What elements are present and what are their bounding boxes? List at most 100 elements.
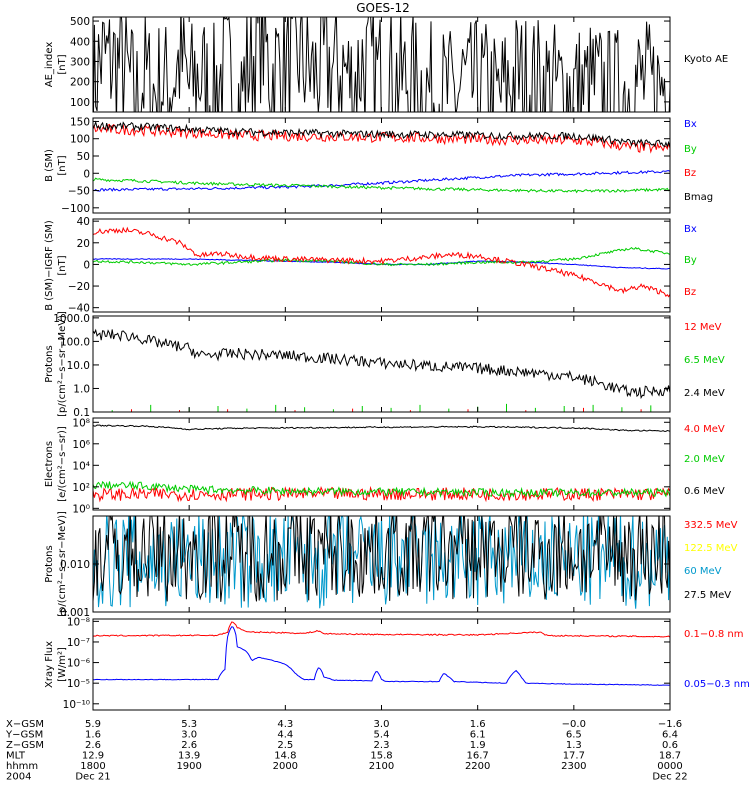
- x-row-value: 6.5: [566, 730, 582, 741]
- series-line-5-3: [93, 424, 670, 432]
- x-row-value: 6.1: [470, 730, 486, 741]
- x-row-label: Z−GSM: [6, 740, 44, 751]
- x-row-value: 0.6: [662, 740, 678, 751]
- legend-entry: By: [684, 144, 697, 155]
- panel-7: 10⁻⁸ 10⁻⁷ 10⁻⁶ 10⁻⁵ 10⁻¹⁰ Xray Flux [W/m²] 0.1−…: [44, 616, 750, 710]
- x-axis-table: X−GSM 5.9 5.3 4.3 3.0 1.6 −0.0 −1.6 Y−GSM 1.6 3.0 4…: [5, 719, 688, 783]
- legend-entry: 4.0 MeV: [684, 424, 725, 435]
- legend-entry: By: [684, 255, 697, 266]
- y-tick-label: −40: [68, 303, 90, 315]
- y-tick-label: 0: [83, 259, 90, 271]
- y-tick-label: 50: [77, 151, 90, 163]
- y-axis-label: [nT]: [57, 54, 68, 74]
- y-axis-label: [p/(cm²−s−sr−MeV)]: [57, 511, 68, 617]
- x-row-value: 2.6: [85, 740, 101, 751]
- y-tick-label: 10⁻¹⁰: [63, 699, 90, 711]
- panel-frame: [92, 618, 671, 711]
- y-tick-label: 1.0: [73, 383, 90, 395]
- series-line-2-2: [93, 177, 670, 194]
- y-tick-label: −20: [68, 281, 90, 293]
- y-tick-label: 100.0: [60, 336, 90, 348]
- x-row-value: 5.4: [374, 730, 390, 741]
- legend-entry: 0.05−0.3 nm: [684, 679, 750, 690]
- x-row-value: 1.6: [470, 719, 486, 730]
- x-row-value: 1.6: [85, 730, 101, 741]
- series-line-6-4: [93, 516, 670, 603]
- legend-entry: 6.5 MeV: [684, 355, 725, 366]
- figure-title: GOES-12: [356, 1, 410, 15]
- y-tick-label: 0.1: [73, 407, 90, 419]
- x-row-value: 4.3: [277, 719, 293, 730]
- x-row-value: 5.9: [85, 719, 101, 730]
- x-row-label: hhmm: [6, 761, 38, 772]
- legend-entry: 60 MeV: [684, 566, 722, 577]
- legend-entry: 332.5 MeV: [684, 520, 738, 531]
- series-line-4-1: [131, 407, 642, 412]
- legend-entry: Bmag: [684, 192, 713, 203]
- y-tick-label: 100: [70, 97, 90, 109]
- y-axis-label: Xray Flux: [44, 641, 55, 688]
- y-tick-label: 40: [77, 216, 90, 228]
- x-row-value: −0.0: [562, 719, 586, 730]
- x-row-value: 1800: [80, 761, 105, 772]
- x-row-value: 1.9: [470, 740, 486, 751]
- series-line-4-3: [93, 328, 670, 400]
- x-row-value: 0000: [657, 761, 682, 772]
- y-axis-label: [W/m²]: [57, 647, 68, 682]
- y-tick-label: −50: [68, 186, 90, 198]
- x-row-value: 2.6: [181, 740, 197, 751]
- y-tick-label: 10⁴: [72, 460, 90, 472]
- series-line-2-4: [93, 120, 670, 149]
- y-tick-label: 150: [70, 116, 90, 128]
- x-row-value: 12.9: [82, 751, 104, 762]
- x-row-value: 13.9: [178, 751, 200, 762]
- y-tick-label: 300: [70, 56, 90, 68]
- y-tick-label: 200: [70, 77, 90, 89]
- y-axis-label: Protons: [44, 345, 55, 382]
- legend-entry: Bx: [684, 119, 697, 130]
- x-row-value: 1.3: [566, 740, 582, 751]
- y-axis-label: Protons: [44, 545, 55, 582]
- y-tick-label: 100: [70, 134, 90, 146]
- y-tick-label: 0: [83, 168, 90, 180]
- series-line-5-2: [93, 480, 670, 498]
- x-row-value: Dec 21: [75, 772, 110, 783]
- x-row-value: 17.7: [563, 751, 585, 762]
- series-line-6-3: [93, 516, 670, 609]
- panel-3: 40 20 0 −20 −40 B (SM)−IGRF (SM) [nT] Bx By Bz: [44, 216, 697, 315]
- y-tick-label: 10⁻⁸: [67, 616, 90, 628]
- y-tick-label: 0.001: [60, 607, 90, 619]
- panel-1: 500 400 300 200 100 AE_index [nT] Kyoto AE: [44, 16, 728, 113]
- y-tick-label: 20: [77, 238, 90, 250]
- x-row-value: 18.7: [659, 751, 681, 762]
- series-line-7-2: [93, 626, 670, 686]
- series-line-7-1: [93, 621, 670, 638]
- series-line-3-2: [93, 246, 670, 267]
- panel-frame: [92, 117, 671, 214]
- legend-entry: 27.5 MeV: [684, 590, 731, 601]
- x-row-value: 5.3: [181, 719, 197, 730]
- y-tick-label: −100: [61, 203, 90, 215]
- x-row-value: 3.0: [374, 719, 390, 730]
- y-tick-label: 400: [70, 36, 90, 48]
- y-tick-label: 10.0: [67, 360, 90, 372]
- y-axis-label: [nT]: [57, 155, 68, 175]
- y-axis-label: [e/(cm²−s−sr)]: [57, 426, 68, 502]
- y-tick-label: 10⁰: [72, 503, 90, 515]
- y-axis-label: Electrons: [44, 441, 55, 487]
- y-tick-label: 10⁸: [72, 417, 90, 429]
- x-row-label: Y−GSM: [5, 730, 43, 741]
- y-axis-label: [nT]: [57, 255, 68, 275]
- x-row-value: 2300: [561, 761, 586, 772]
- legend-entry: 122.5 MeV: [684, 543, 738, 554]
- y-tick-label: 500: [70, 16, 90, 28]
- series-line-3-3: [93, 226, 670, 298]
- x-row-value: 1900: [176, 761, 201, 772]
- x-row-value: 2200: [465, 761, 490, 772]
- x-row-label: X−GSM: [6, 719, 44, 730]
- y-tick-label: 10²: [72, 482, 90, 494]
- x-row-value: 2100: [369, 761, 394, 772]
- legend-entry: 0.6 MeV: [684, 486, 725, 497]
